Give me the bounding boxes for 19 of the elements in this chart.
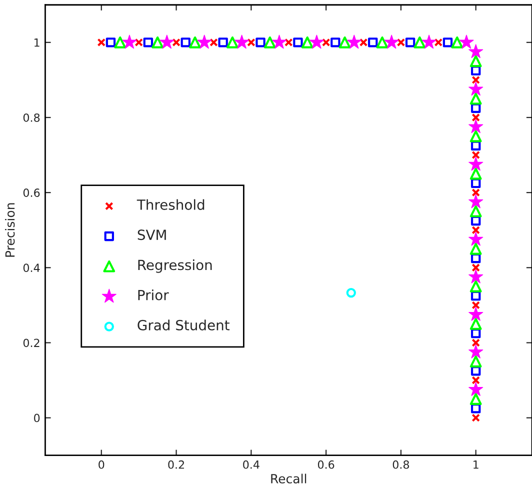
legend-label: Prior xyxy=(138,290,169,300)
x-tick-label: 0.2 xyxy=(168,460,184,469)
legend-label: Regression xyxy=(138,259,212,273)
x-tick-label: 0.4 xyxy=(243,460,260,469)
legend-label: Threshold xyxy=(136,199,204,210)
y-tick-label: 1 xyxy=(34,38,40,47)
x-tick-label: 0 xyxy=(98,460,104,469)
y-tick-label: 0.6 xyxy=(23,188,40,197)
x-tick-label: 0.6 xyxy=(318,460,334,469)
y-tick-label: 0.2 xyxy=(23,338,40,348)
y-axis-title: Precision xyxy=(5,203,15,257)
y-tick-label: 0 xyxy=(34,414,40,422)
legend-label: Grad Student xyxy=(138,320,230,330)
x-axis-title: Recall xyxy=(271,474,306,484)
x-tick-label: 1 xyxy=(474,460,478,469)
y-tick-label: 0.4 xyxy=(23,264,40,272)
x-tick-label: 0.8 xyxy=(392,460,410,469)
y-tick-label: 0.8 xyxy=(23,113,40,122)
legend-label: SVM xyxy=(138,230,166,240)
